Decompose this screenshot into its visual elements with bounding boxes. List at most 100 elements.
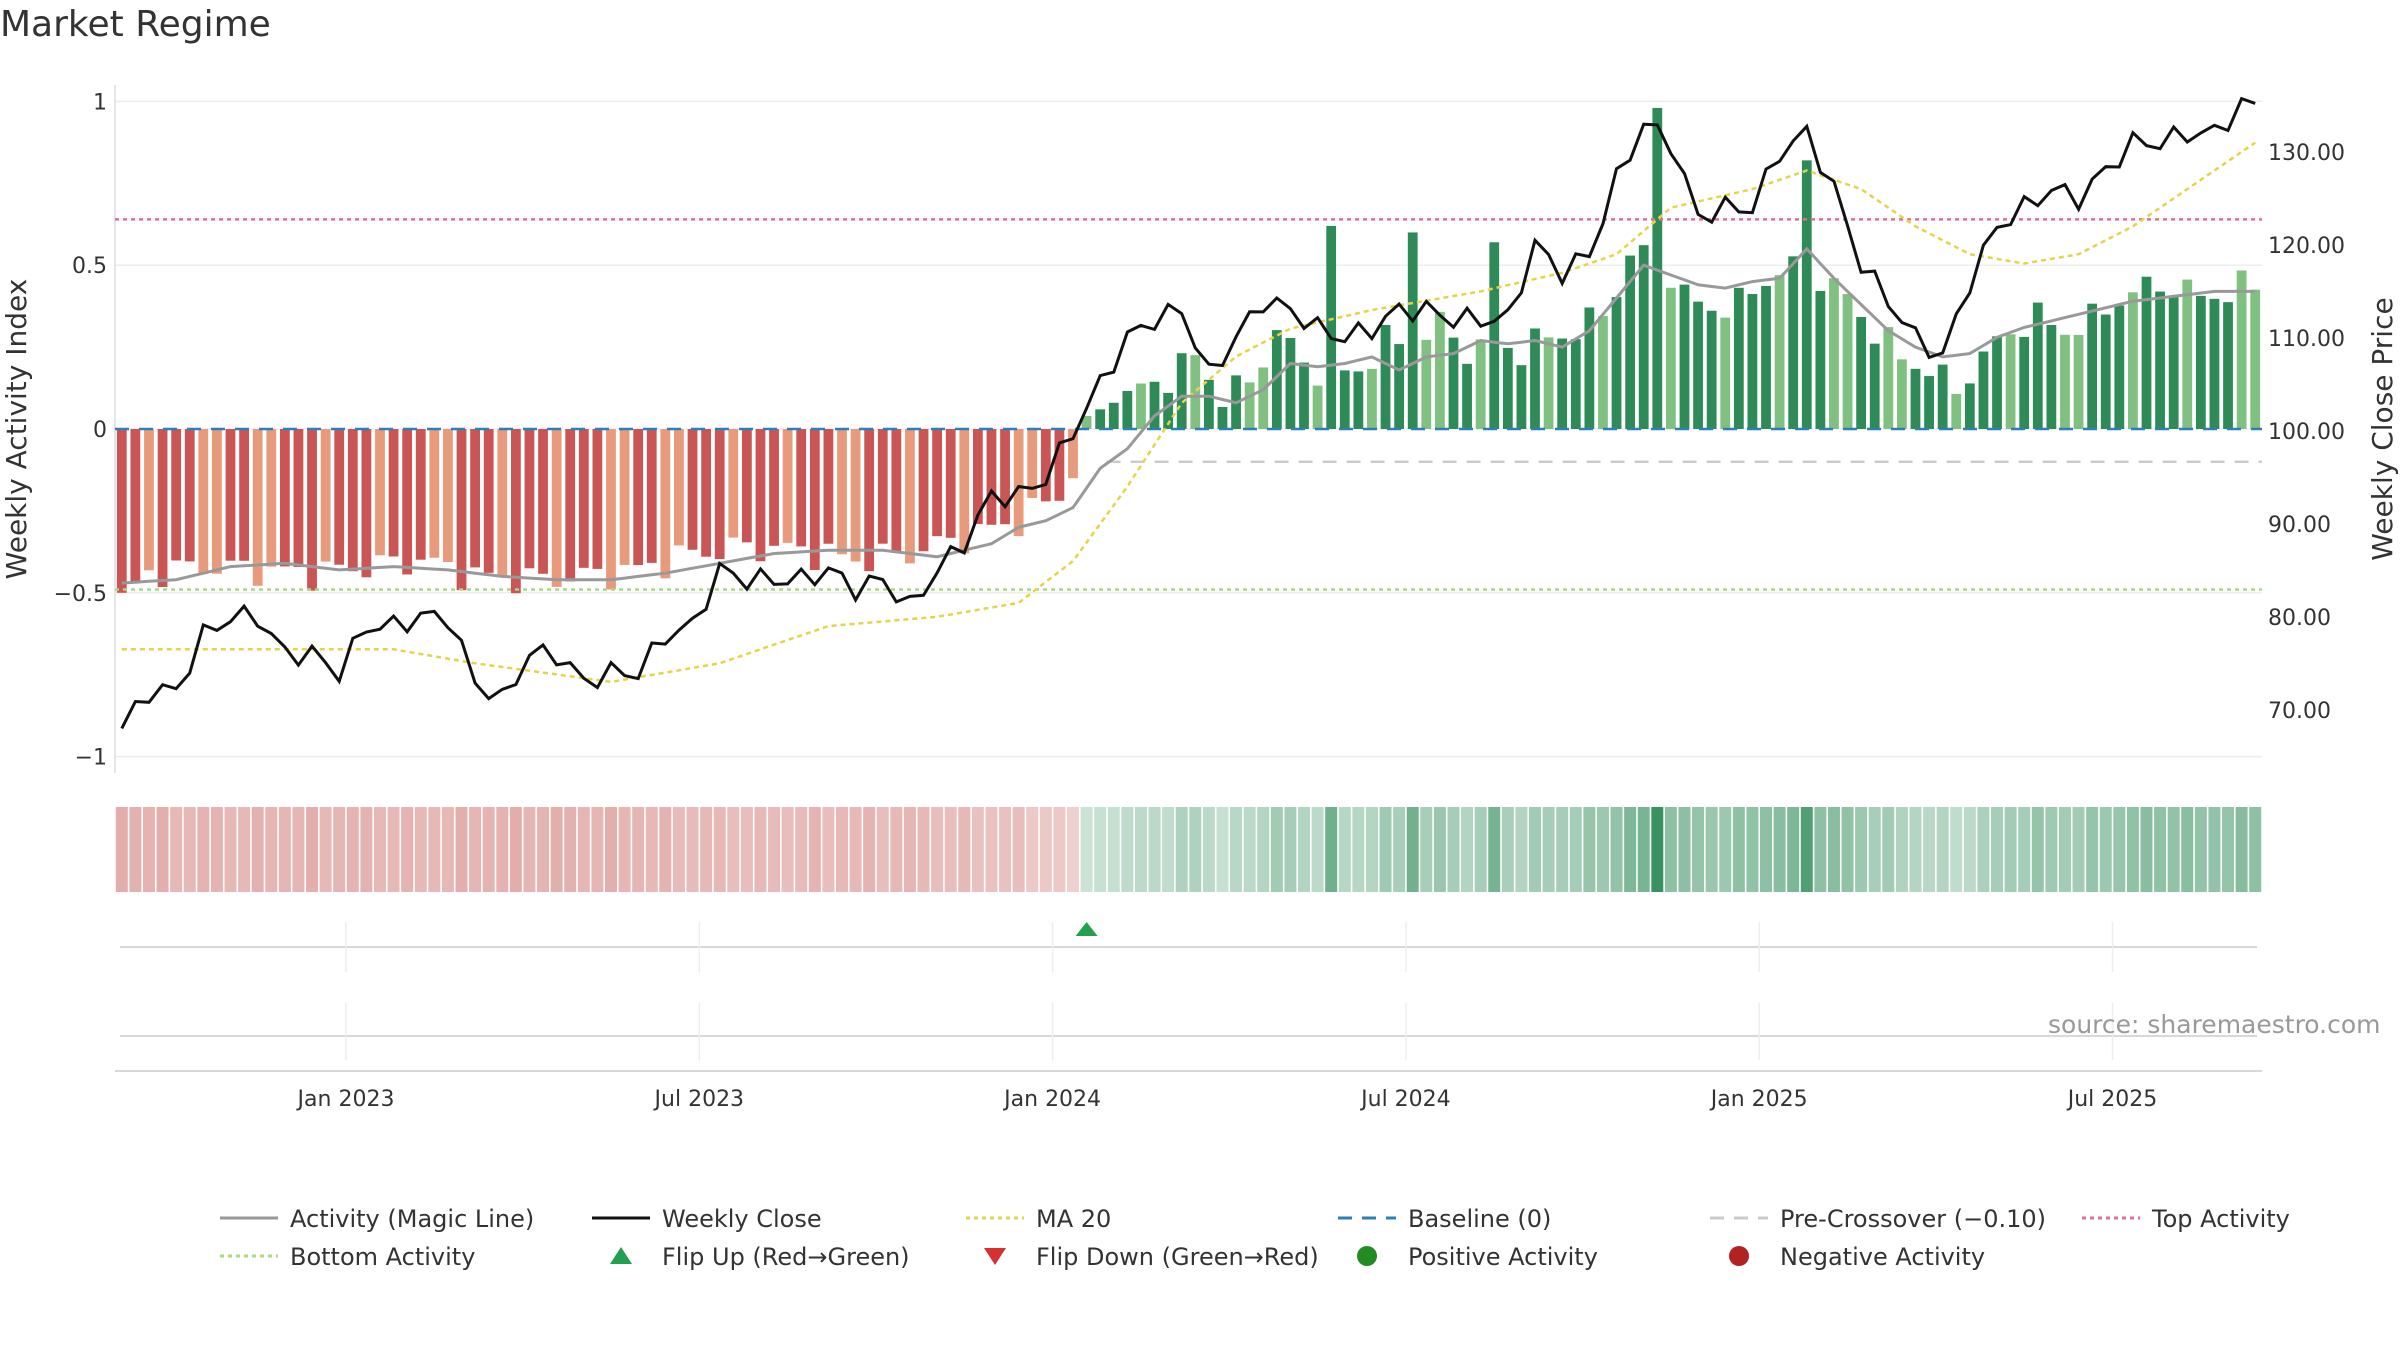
activity-bar [1380, 324, 1391, 429]
heat-strip-cell [1760, 807, 1773, 892]
heat-strip-cell [1175, 807, 1188, 892]
activity-bar [279, 429, 290, 567]
activity-bar [1842, 294, 1853, 429]
activity-bar [1788, 256, 1799, 429]
activity-bar [1285, 337, 1296, 429]
heat-strip-cell [1216, 807, 1229, 892]
activity-bar [144, 429, 154, 571]
heat-strip-cell [156, 807, 169, 892]
heat-strip-cell [2058, 807, 2071, 892]
legend-label: Flip Down (Green→Red) [1036, 1243, 1319, 1271]
legend-label: Top Activity [2151, 1205, 2290, 1233]
activity-bar [1000, 429, 1010, 525]
heat-strip-cell [1773, 807, 1786, 892]
heat-strip-cell [523, 807, 536, 892]
activity-bar [714, 429, 725, 560]
heat-strip-cell [2208, 807, 2221, 892]
heat-strip-cell [1814, 807, 1827, 892]
heat-strip-cell [210, 807, 223, 892]
activity-bar [741, 429, 752, 543]
x-tick-label: Jan 2024 [1002, 1087, 1101, 1112]
heat-strip-cell [2045, 807, 2058, 892]
heat-strip-cell [1094, 807, 1107, 892]
activity-bar [1964, 383, 1975, 429]
activity-bar [1095, 409, 1106, 429]
heat-strip-cell [1664, 807, 1677, 892]
activity-bar [633, 429, 644, 565]
heat-strip-cell [1107, 807, 1120, 892]
heat-strip-cell [1202, 807, 1215, 892]
activity-bar [1733, 287, 1744, 429]
activity-bar [674, 429, 684, 546]
activity-bar [905, 429, 915, 564]
heat-strip-cell [754, 807, 767, 892]
activity-bar [1747, 294, 1758, 429]
activity-bar [443, 429, 453, 562]
x-tick-label: Jul 2025 [2066, 1087, 2158, 1112]
heat-strip-cell [1365, 807, 1378, 892]
heat-strip-cell [2249, 807, 2262, 892]
activity-bar [782, 429, 793, 543]
activity-bar [1937, 364, 1948, 429]
heat-strip-cell [455, 807, 468, 892]
heat-strip-cell [835, 807, 848, 892]
heat-strip-cell [1936, 807, 1949, 892]
activity-bar [1543, 337, 1554, 429]
heat-strip-cell [1991, 807, 2004, 892]
heat-strip-cell [441, 807, 454, 892]
heat-strip-cell [2113, 807, 2126, 892]
y2-tick-label: 110.00 [2268, 327, 2345, 352]
x-tick-label: Jan 2023 [296, 1087, 395, 1112]
heat-strip-cell [1855, 807, 1868, 892]
activity-bar [1190, 355, 1201, 429]
y-tick-label: −0.5 [54, 582, 107, 607]
heat-strip-cell [170, 807, 183, 892]
activity-bar [2087, 303, 2098, 429]
activity-bar [1625, 255, 1636, 429]
heat-strip-cell [890, 807, 903, 892]
heat-strip-cell [1624, 807, 1637, 892]
heat-strip-cell [1678, 807, 1691, 892]
heat-strip-cell [917, 807, 930, 892]
heat-strip-cell [2222, 807, 2235, 892]
activity-bar [1992, 336, 2002, 429]
heat-strip-cell [2004, 807, 2017, 892]
heat-strip-cell [2086, 807, 2099, 892]
activity-bar [2060, 334, 2070, 429]
heat-strip-cell [278, 807, 291, 892]
heat-strip-cell [414, 807, 427, 892]
activity-bar [1434, 311, 1445, 429]
activity-bar [1869, 343, 1880, 429]
heat-strip-cell [958, 807, 971, 892]
heat-strip-cell [265, 807, 278, 892]
x-tick-label: Jul 2024 [1359, 1087, 1451, 1112]
heat-strip-cell [645, 807, 658, 892]
activity-bar [1312, 385, 1323, 429]
heat-strip-cell [2194, 807, 2207, 892]
activity-bar [2236, 270, 2247, 429]
activity-bar [483, 429, 494, 573]
activity-bar [157, 429, 168, 588]
activity-bar [239, 429, 249, 561]
activity-bar [728, 429, 739, 538]
heat-strip-cell [822, 807, 835, 892]
activity-bar [1136, 383, 1146, 429]
heat-strip-cell [1651, 807, 1664, 892]
heat-strip-cell [1433, 807, 1446, 892]
heat-strip-cell [1719, 807, 1732, 892]
heat-strip-cell [2126, 807, 2139, 892]
heat-strip-cell [469, 807, 482, 892]
heat-strip-cell [2018, 807, 2031, 892]
heat-strip-cell [1284, 807, 1297, 892]
heat-strip-cell [740, 807, 753, 892]
activity-bar [538, 429, 548, 574]
activity-bar [266, 429, 277, 567]
activity-bar [1883, 327, 1894, 429]
activity-bar [2005, 334, 2016, 429]
y2-tick-label: 70.00 [2268, 699, 2331, 724]
activity-bar [1421, 339, 1432, 429]
heat-strip-cell [509, 807, 522, 892]
activity-bar [171, 429, 182, 561]
activity-bar [606, 429, 616, 590]
